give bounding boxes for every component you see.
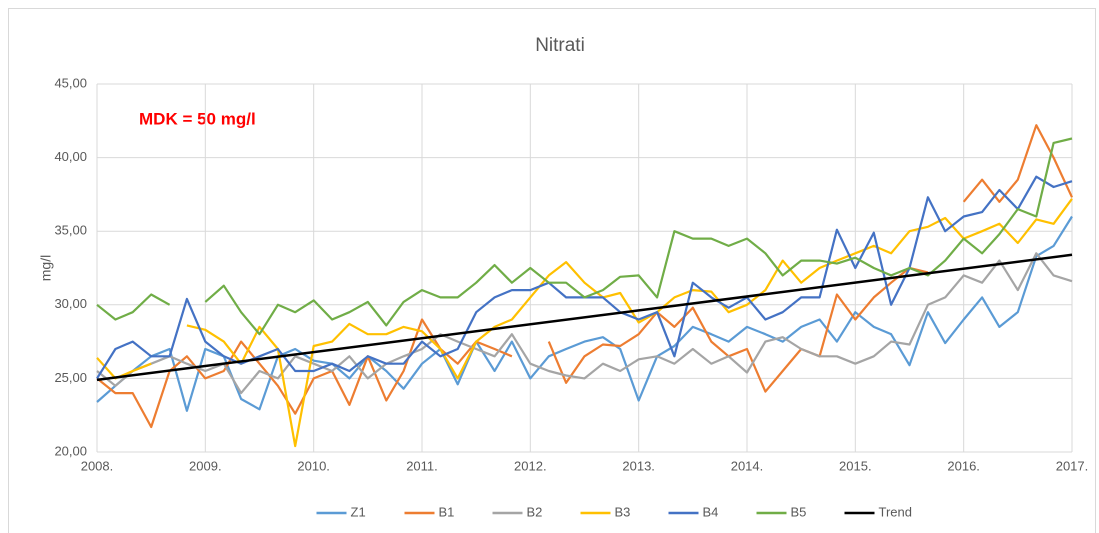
x-tick-label: 2014. xyxy=(731,458,764,473)
x-tick-label: 2012. xyxy=(514,458,547,473)
legend-label: B3 xyxy=(615,504,631,519)
x-tick-label: 2015. xyxy=(839,458,872,473)
line-series xyxy=(96,253,1073,382)
line-series xyxy=(96,137,1073,336)
y-tick-label: 35,00 xyxy=(54,223,87,238)
line-series xyxy=(96,215,1073,412)
line-series xyxy=(96,198,1073,448)
legend-label: B4 xyxy=(703,504,719,519)
y-tick-label: 45,00 xyxy=(54,75,87,90)
legend-label: B5 xyxy=(791,504,807,519)
x-tick-label: 2017. xyxy=(1056,458,1089,473)
legend-label: Z1 xyxy=(351,504,366,519)
legend-label: B2 xyxy=(527,504,543,519)
x-tick-label: 2009. xyxy=(189,458,222,473)
grid: 20,00 25,00 30,00 35,00 40,00 45,00 2008. 2009.… xyxy=(54,75,1088,473)
y-tick-label: 30,00 xyxy=(54,296,87,311)
chart-title: Nitrati xyxy=(535,35,585,56)
annotation: MDK = 50 mg/l xyxy=(139,109,256,128)
x-tick-label: 2013. xyxy=(622,458,655,473)
x-tick-label: 2010. xyxy=(297,458,330,473)
x-tick-label: 2008. xyxy=(81,458,114,473)
x-tick-label: 2011. xyxy=(406,458,438,473)
plot xyxy=(96,124,1073,448)
line-series xyxy=(96,252,1073,395)
legend-label: B1 xyxy=(439,504,455,519)
x-tick-label: 2016. xyxy=(947,458,980,473)
y-axis-label: mg/l xyxy=(38,255,54,281)
legend-label: Trend xyxy=(879,504,912,519)
legend: Z1 B1 B2 B3 B4 B5 Trend xyxy=(316,504,912,519)
y-tick-label: 20,00 xyxy=(54,443,87,458)
y-tick-label: 40,00 xyxy=(54,149,87,164)
y-tick-label: 25,00 xyxy=(54,370,87,385)
